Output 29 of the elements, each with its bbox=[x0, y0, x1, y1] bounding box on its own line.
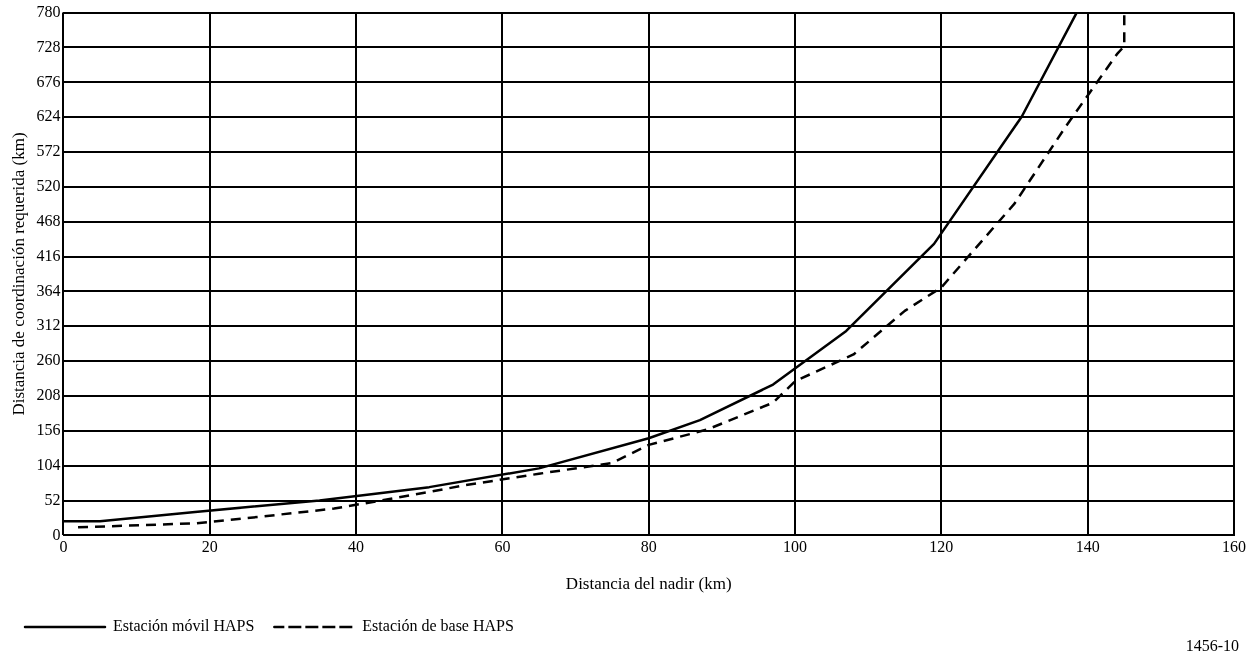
y-tick-label: 208 bbox=[36, 386, 61, 404]
y-tick-label: 312 bbox=[36, 316, 61, 334]
x-tick-label: 100 bbox=[783, 538, 808, 556]
y-tick-label: 520 bbox=[36, 177, 61, 195]
y-tick-label: 260 bbox=[36, 351, 61, 369]
x-tick-label: 120 bbox=[929, 538, 954, 556]
x-axis-title: Distancia del nadir (km) bbox=[565, 574, 732, 594]
y-tick-label: 468 bbox=[36, 211, 61, 229]
x-tick-label: 40 bbox=[348, 538, 365, 556]
y-tick-label: 676 bbox=[36, 72, 61, 90]
y-axis-title: Distancia de coordinación requerida (km) bbox=[8, 132, 28, 416]
y-tick-label: 416 bbox=[36, 246, 61, 264]
text: 1456-10 bbox=[1185, 637, 1239, 655]
y-tick-label: 572 bbox=[36, 142, 61, 160]
y-tick-label: 156 bbox=[36, 421, 61, 439]
y-tick-label: 364 bbox=[36, 281, 61, 299]
y-tick-label: 104 bbox=[36, 455, 61, 473]
y-tick-label: 0 bbox=[52, 525, 61, 543]
legend-label: Estación de base HAPS bbox=[362, 617, 514, 635]
y-tick-label: 624 bbox=[36, 107, 61, 125]
y-tick-label: 728 bbox=[36, 37, 61, 55]
x-tick-label: 160 bbox=[1222, 538, 1246, 556]
y-tick-label: 780 bbox=[36, 2, 61, 20]
x-tick-label: 60 bbox=[494, 538, 511, 556]
y-tick-label: 52 bbox=[44, 490, 61, 508]
x-tick-label: 140 bbox=[1075, 538, 1100, 556]
x-tick-label: 20 bbox=[201, 538, 218, 556]
legend-label: Estación móvil HAPS bbox=[113, 617, 255, 635]
x-tick-label: 80 bbox=[640, 538, 657, 556]
